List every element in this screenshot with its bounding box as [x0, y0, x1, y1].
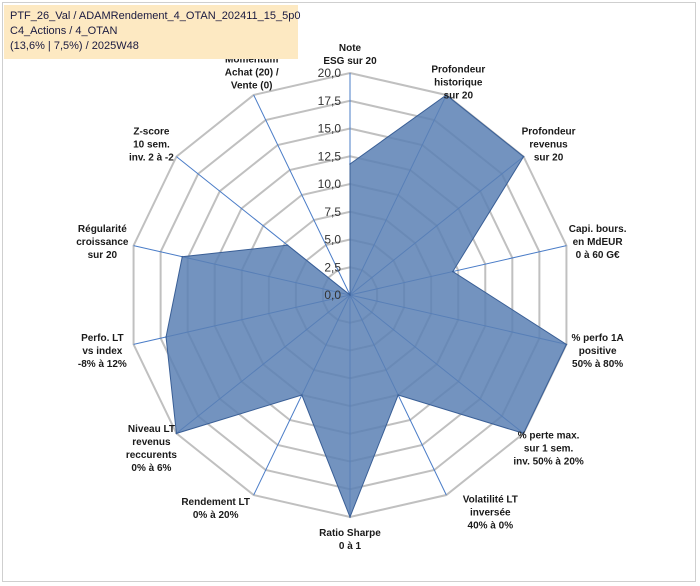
radar-series	[165, 94, 568, 519]
radial-tick-labels: 0,0 2,5 5,0 7,5 10,0 12,5 15,0 17,5 20,0	[318, 66, 342, 302]
series-point	[301, 394, 303, 396]
series-point	[349, 163, 351, 165]
tick-label: 15,0	[318, 122, 342, 136]
series-point	[349, 516, 351, 518]
tick-label: 12,5	[318, 149, 342, 163]
tick-label: 2,5	[324, 260, 341, 274]
axis-label: Niveau LT revenus reccurents 0% à 6%	[126, 424, 178, 474]
portfolio-info-box: PTF_26_Val / ADAMRendement_4_OTAN_202411…	[4, 5, 301, 59]
axis-label: Capi. bours. en MdEUR 0 à 60 G€	[569, 224, 627, 261]
series-point	[175, 432, 178, 435]
series-point	[522, 432, 525, 435]
series-point	[286, 244, 289, 246]
axis-label: Régularité croissance sur 20	[76, 224, 129, 261]
tick-label: 10,0	[318, 177, 342, 191]
axis-label: Volatilité LT inversée 40% à 0%	[463, 495, 518, 532]
axis-labels: Note ESG sur 20 Profondeur historique sur 20…	[76, 43, 627, 552]
portfolio-category: C4_Actions / 4_OTAN	[10, 25, 118, 37]
series-point	[445, 94, 448, 96]
axis-label: Rendement LT 0% à 20%	[181, 497, 250, 521]
axis-label: Profondeur revenus sur 20	[522, 126, 576, 163]
series-point	[452, 270, 454, 273]
axis-label: Profondeur historique sur 20	[431, 64, 485, 101]
tick-label: 20,0	[318, 66, 342, 80]
axis-label: Note ESG sur 20	[323, 43, 377, 67]
tick-label: 7,5	[324, 205, 341, 219]
portfolio-name: PTF_26_Val / ADAMRendement_4_OTAN_202411…	[10, 10, 301, 22]
series-point	[397, 394, 399, 396]
tick-label: 5,0	[324, 233, 341, 247]
axis-spoke	[253, 94, 351, 296]
series-point	[349, 294, 351, 296]
series-point	[181, 255, 184, 258]
series-point	[565, 343, 568, 346]
axis-label: Perfo. LT vs index -8% à 12%	[78, 333, 127, 370]
axis-label: Ratio Sharpe 0 à 1	[319, 528, 381, 552]
tick-label: 17,5	[318, 94, 342, 108]
axis-label: % perfo 1A positive 50% à 80%	[572, 333, 624, 370]
axis-label: Z-score 10 sem. inv. 2 à -2	[129, 126, 174, 163]
series-point	[522, 155, 525, 158]
portfolio-stats: (13,6% | 7,5%) / 2025W48	[10, 40, 139, 52]
series-area	[165, 94, 568, 519]
axis-label: Momentum Achat (20) / Vente (0)	[225, 54, 279, 91]
series-point	[165, 336, 167, 338]
axis-label: % perte max. sur 1 sem. inv. 50% à 20%	[513, 431, 584, 468]
tick-label: 0,0	[324, 288, 341, 302]
